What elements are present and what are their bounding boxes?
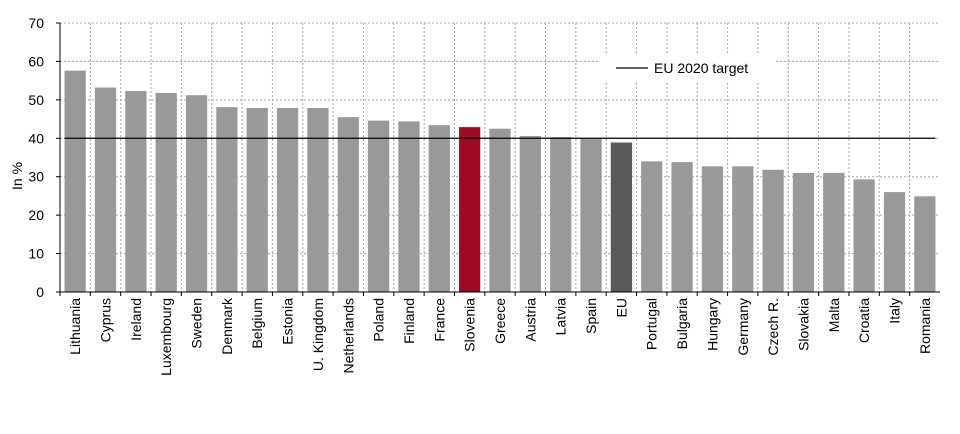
x-tick-label: Poland: [371, 298, 387, 342]
bar-italy: [883, 192, 906, 292]
bar-czech-r-: [762, 169, 784, 292]
y-tick-label: 50: [28, 92, 44, 108]
x-tick-label: Romania: [917, 298, 933, 354]
x-tick-label: Portugal: [644, 298, 660, 350]
bar-spain: [580, 139, 602, 292]
bar-romania: [914, 196, 936, 292]
x-tick-label: Slovenia: [462, 298, 478, 352]
axes: [56, 22, 940, 296]
bar-bulgaria: [671, 162, 693, 292]
legend: EU 2020 target: [600, 55, 776, 81]
bar-poland: [368, 120, 390, 292]
x-tick-label: Ireland: [128, 298, 144, 341]
x-tick-label: Netherlands: [340, 298, 356, 374]
bar-belgium: [246, 107, 268, 292]
bar-austria: [519, 135, 541, 292]
x-tick-label: Spain: [583, 298, 599, 334]
bars: [64, 70, 936, 293]
x-tick-labels: Lithuania Cyprus Ireland Luxembourg Sweden De…: [67, 297, 933, 376]
bar-lithuania: [64, 70, 86, 292]
x-tick-label: France: [431, 298, 447, 342]
y-tick-label: 10: [28, 246, 44, 262]
y-axis-label: In %: [9, 162, 25, 190]
bar-cyprus: [94, 87, 117, 292]
x-tick-label: Malta: [826, 298, 842, 332]
x-tick-label: Sweden: [189, 298, 205, 349]
x-tick-label: Croatia: [856, 298, 872, 343]
bar-finland: [398, 121, 420, 293]
x-tick-label: Estonia: [280, 298, 296, 345]
legend-label: EU 2020 target: [654, 60, 748, 76]
x-tick-label: Latvia: [553, 298, 569, 336]
x-tick-label: Denmark: [219, 297, 235, 355]
y-tick-labels: 0 10 20 30 40 50 60 70: [28, 15, 44, 300]
x-tick-label: Italy: [886, 298, 902, 324]
y-tick-label: 30: [28, 169, 44, 185]
bar-denmark: [216, 107, 238, 292]
bar-germany: [732, 166, 754, 292]
bar-sweden: [185, 95, 208, 292]
bar-estonia: [276, 107, 299, 292]
y-tick-label: 0: [36, 284, 44, 300]
x-tick-label: Austria: [522, 298, 538, 342]
x-tick-label: Belgium: [249, 298, 265, 349]
x-tick-label: Germany: [735, 298, 751, 356]
bar-france: [428, 125, 450, 292]
bar-croatia: [853, 179, 875, 292]
y-tick-label: 60: [28, 53, 44, 69]
y-tick-label: 70: [28, 15, 44, 31]
bar-u-kingdom: [307, 107, 329, 292]
bar-netherlands: [337, 117, 359, 293]
bar-portugal: [641, 161, 663, 292]
x-tick-label: Cyprus: [98, 298, 114, 342]
bar-latvia: [550, 137, 572, 292]
x-tick-label: Greece: [492, 298, 508, 344]
x-tick-label: Finland: [401, 298, 417, 344]
bar-greece: [489, 128, 511, 292]
x-tick-label: Luxembourg: [158, 298, 174, 376]
x-tick-label: Czech R.: [765, 298, 781, 356]
x-tick-label: Lithuania: [67, 298, 83, 355]
bar-eu: [610, 142, 632, 292]
x-tick-label: Slovakia: [795, 298, 811, 351]
bar-luxembourg: [155, 92, 177, 292]
bar-slovenia: [459, 127, 481, 293]
bar-malta: [823, 172, 845, 292]
bar-ireland: [125, 91, 147, 292]
x-tick-label: Bulgaria: [674, 298, 690, 350]
x-tick-label: EU: [613, 298, 629, 317]
x-tick-label: Hungary: [704, 298, 720, 351]
y-tick-label: 20: [28, 207, 44, 223]
bar-slovakia: [792, 172, 815, 292]
x-tick-label: U. Kingdom: [310, 298, 326, 371]
bar-hungary: [701, 166, 724, 292]
y-tick-label: 40: [28, 130, 44, 146]
